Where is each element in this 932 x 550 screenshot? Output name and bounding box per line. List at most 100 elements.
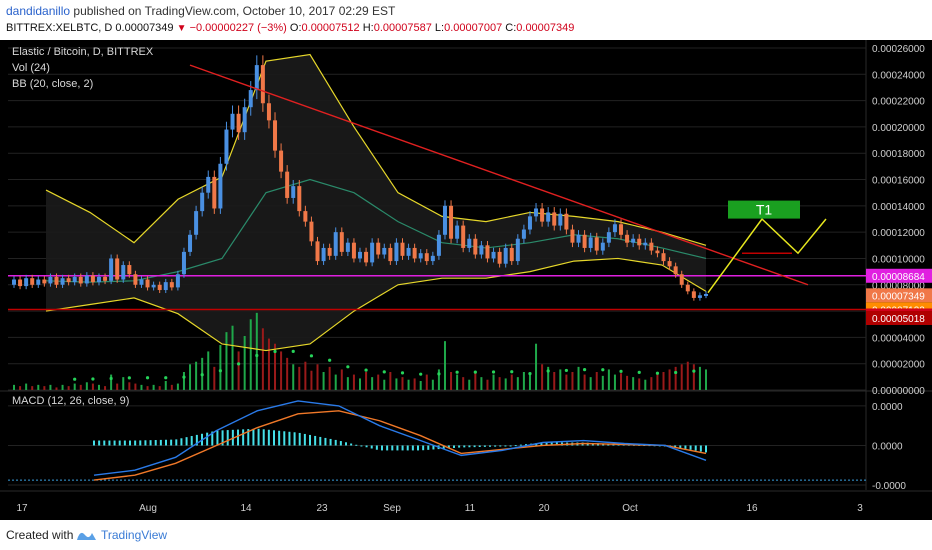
candle-body <box>685 284 690 292</box>
candle-body <box>72 276 77 283</box>
volume-bar <box>565 374 568 390</box>
volume-bar <box>122 377 125 390</box>
volume-bar <box>686 361 689 390</box>
candle-body <box>121 265 126 280</box>
volume-ma-dot <box>674 370 678 375</box>
price-axis-tick-label: 0.00010000 <box>872 254 925 265</box>
macd-histogram-bar <box>417 445 419 451</box>
macd-histogram-bar <box>237 429 239 446</box>
volume-bar <box>419 381 422 390</box>
chart-canvas[interactable]: 0.00026000 0.00024000 0.00022000 0.00020000… <box>0 40 932 520</box>
price-change: −0.00000227 (−3%) <box>189 22 287 34</box>
volume-ma-dot <box>291 349 295 353</box>
candle-body <box>36 279 41 285</box>
macd-histogram-bar <box>468 445 471 448</box>
volume-bar <box>140 384 143 390</box>
chart-area[interactable]: 0.00026000 0.00024000 0.00022000 0.00020000… <box>0 40 932 520</box>
candle-body <box>188 234 193 252</box>
author-link[interactable]: dandidanillo <box>6 4 71 18</box>
tradingview-link[interactable]: TradingView <box>101 528 168 542</box>
bollinger-legend: BB (20, close, 2) <box>12 78 94 90</box>
candle-body <box>582 234 587 248</box>
candle-body <box>254 65 259 91</box>
footer: Created with TradingView <box>0 520 932 550</box>
candle-body <box>242 107 247 133</box>
volume-bar <box>298 366 301 390</box>
price-tag-label: 0.00007349 <box>872 291 925 302</box>
volume-bar <box>322 372 325 390</box>
candle-body <box>606 232 611 243</box>
candle-body <box>78 276 83 284</box>
candle-body <box>266 103 271 121</box>
volume-bar <box>705 369 707 390</box>
candle-body <box>18 279 23 287</box>
volume-bar <box>413 378 416 390</box>
candle-body <box>224 129 229 164</box>
volume-bar <box>656 374 659 390</box>
candle-body <box>370 242 375 263</box>
macd-histogram-bar <box>98 440 101 446</box>
candle-body <box>194 211 199 235</box>
volume-bar <box>626 375 629 390</box>
candle-body <box>637 238 642 246</box>
candle-body <box>558 213 563 226</box>
macd-histogram-bar <box>689 445 692 450</box>
volume-bar <box>73 383 76 390</box>
volume-ma-dot <box>236 362 241 366</box>
macd-histogram-bar <box>453 445 455 448</box>
volume-bar <box>176 383 179 390</box>
macd-histogram-bar <box>314 435 317 446</box>
volume-bar <box>170 384 173 390</box>
candle-body <box>115 258 120 280</box>
close-value: 0.00007349 <box>516 22 575 34</box>
volume-bar <box>498 377 501 390</box>
volume-bar <box>310 370 313 390</box>
downtrend-line <box>189 64 809 286</box>
time-axis-tick-label: Aug <box>139 503 157 514</box>
volume-bar <box>383 379 386 390</box>
macd-histogram-bar <box>489 445 491 447</box>
candle-body <box>230 113 235 130</box>
candle-body <box>436 234 441 256</box>
candle-body <box>291 186 296 198</box>
volume-bar <box>680 364 683 390</box>
volume-bar <box>632 377 635 390</box>
macd-histogram-bar <box>350 443 353 446</box>
volume-bar <box>528 374 531 390</box>
candle-body <box>655 250 660 254</box>
candle-body <box>133 274 138 285</box>
volume-legend: Vol (24) <box>12 62 50 74</box>
volume-bar <box>225 332 228 390</box>
macd-histogram-bar <box>679 445 682 449</box>
volume-bar <box>504 378 507 390</box>
volume-ma-dot <box>564 368 568 373</box>
macd-histogram-bar <box>144 440 147 446</box>
volume-bar <box>31 386 34 390</box>
candle-body <box>643 242 648 246</box>
macd-histogram-bar <box>226 430 229 446</box>
volume-bar <box>146 386 149 390</box>
volume-bar <box>49 384 52 390</box>
volume-bar <box>243 336 246 390</box>
macd-histogram-bar <box>93 440 95 446</box>
volume-ma-dot <box>655 371 660 375</box>
volume-ma-dot <box>273 349 277 354</box>
volume-bar <box>583 374 586 390</box>
macd-histogram-bar <box>134 440 137 446</box>
volume-bar <box>620 373 623 390</box>
price-axis-tick-label: 0.00016000 <box>872 176 925 187</box>
macd-histogram-bar <box>288 431 291 446</box>
candle-body <box>48 276 53 284</box>
volume-bar <box>37 384 40 390</box>
volume-bar <box>668 369 671 390</box>
candle-body <box>127 265 132 275</box>
macd-histogram-bar <box>257 428 260 446</box>
price-tag <box>866 268 932 283</box>
candle-body <box>661 253 666 262</box>
volume-ma-dot <box>601 368 605 372</box>
volume-ma-dot <box>582 368 587 372</box>
projection-path <box>707 217 827 294</box>
volume-ma-dot <box>455 370 459 374</box>
volume-bar <box>456 374 459 390</box>
candle-body <box>691 291 696 298</box>
